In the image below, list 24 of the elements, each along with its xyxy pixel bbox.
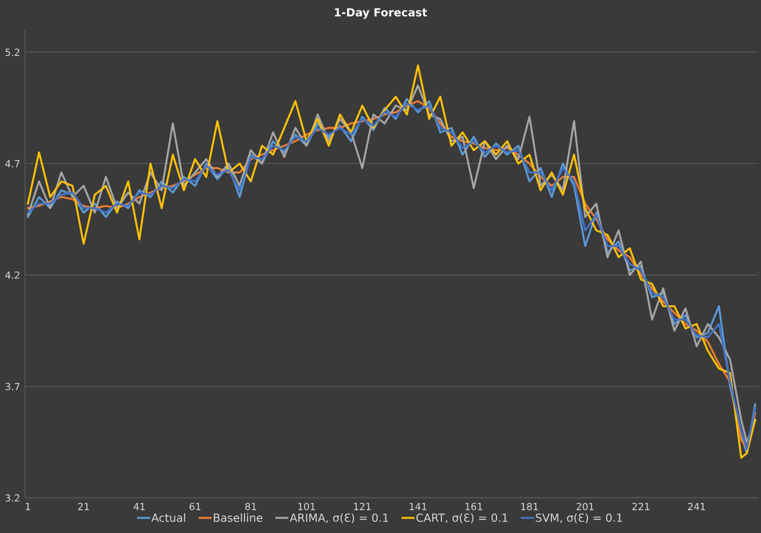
x-tick-label: 61 <box>190 502 200 510</box>
x-tick-label: 201 <box>576 502 594 510</box>
x-tick-label: 141 <box>410 502 426 510</box>
legend-label: CART, σ(Ɛ) = 0.1 <box>416 513 508 524</box>
legend-label: ARIMA, σ(Ɛ) = 0.1 <box>290 513 388 524</box>
y-tick-label: 3.7 <box>6 382 20 390</box>
legend-label: SVM, σ(Ɛ) = 0.1 <box>536 513 622 524</box>
x-tick-label: 181 <box>521 502 538 510</box>
x-tick-label: 241 <box>688 502 706 510</box>
legend-label: Baselline <box>214 513 262 522</box>
y-tick-label: 4.7 <box>5 160 20 168</box>
x-tick-label: 121 <box>354 502 371 510</box>
y-tick-label: 3.2 <box>6 494 20 502</box>
x-tick-label: 1 <box>26 502 30 510</box>
x-tick-label: 41 <box>134 502 145 510</box>
x-tick-label: 161 <box>466 502 482 510</box>
legend-label: Actual <box>151 513 186 522</box>
x-tick-label: 21 <box>78 502 89 510</box>
chart-title: 1-Day Forecast <box>334 8 428 19</box>
x-tick-label: 81 <box>245 502 256 510</box>
x-tick-label: 221 <box>632 502 650 510</box>
x-tick-label: 101 <box>298 502 315 510</box>
y-tick-label: 5.2 <box>6 48 20 56</box>
y-tick-label: 4.2 <box>5 271 20 279</box>
